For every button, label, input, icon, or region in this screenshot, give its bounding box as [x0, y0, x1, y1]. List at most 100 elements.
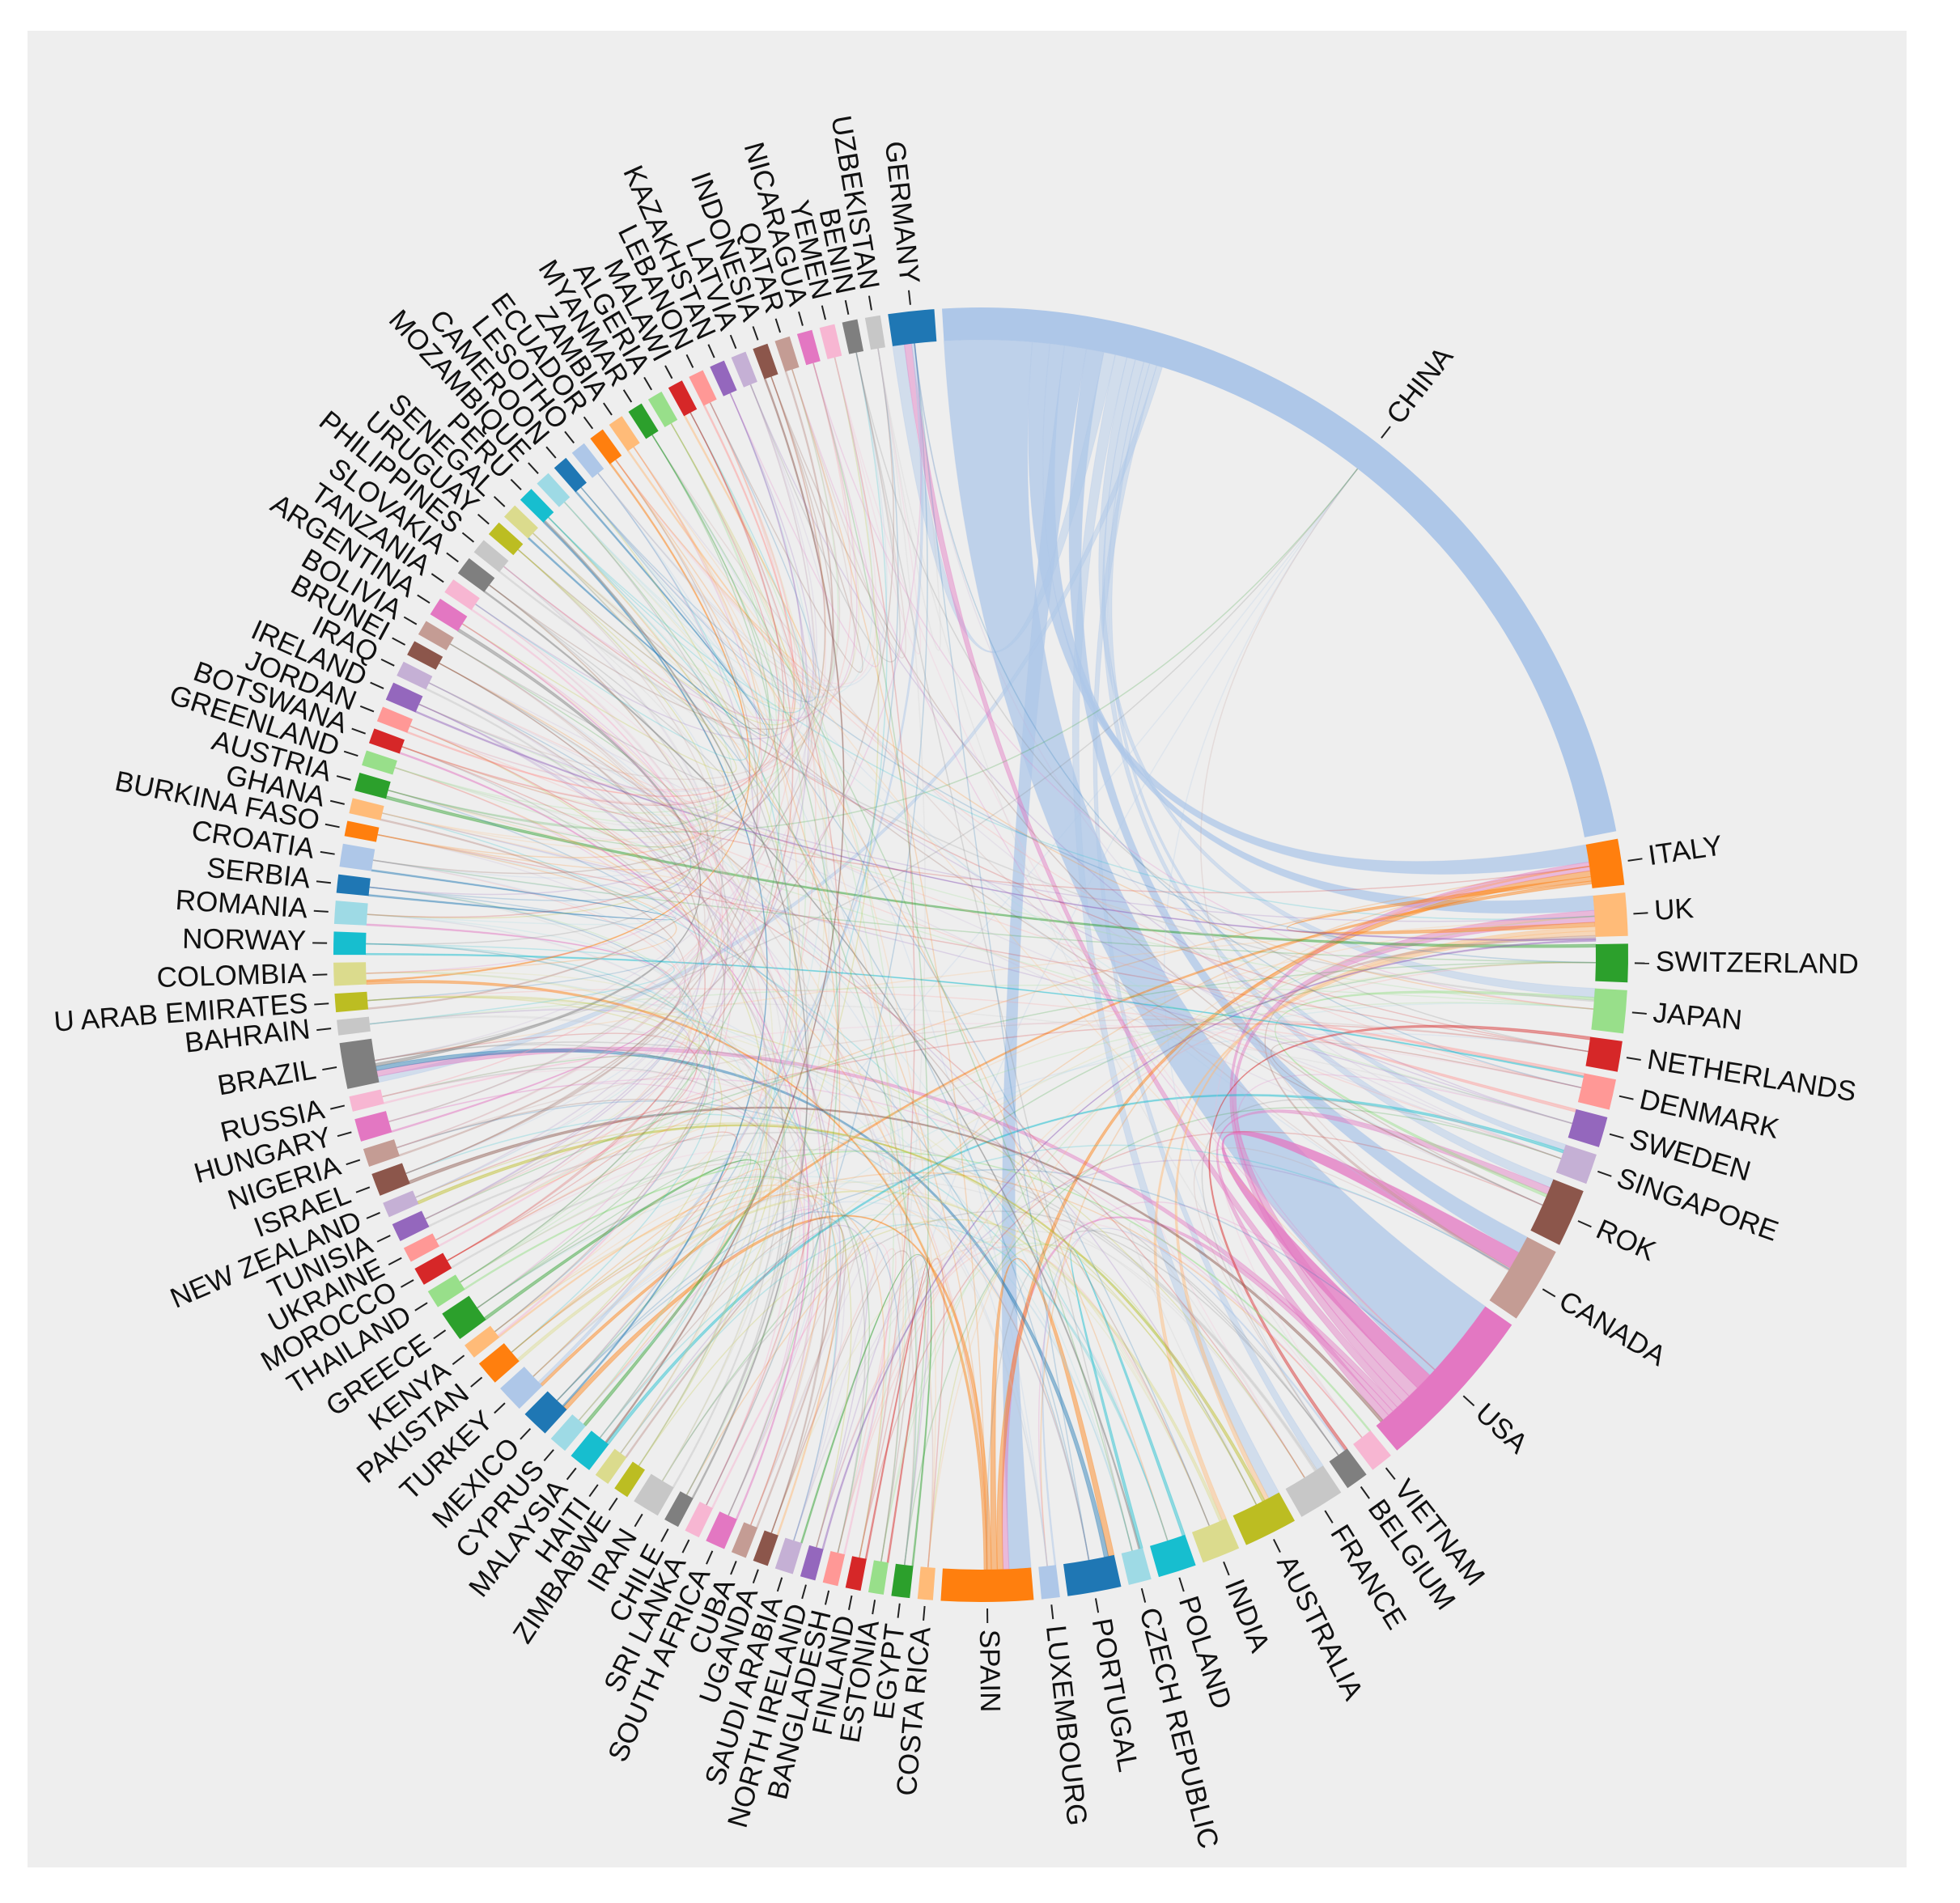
thread	[580, 486, 797, 1467]
ribbon-indonesia-malaysia	[605, 378, 845, 1443]
label-tick	[634, 1513, 643, 1528]
label-tick	[336, 775, 351, 781]
label-tick	[707, 344, 715, 358]
ribbon-finland-estonia	[864, 1257, 931, 1563]
label-canada: CANADA	[1554, 1285, 1672, 1372]
thread	[415, 392, 808, 1198]
thread	[382, 376, 826, 842]
arc-senegal	[504, 505, 538, 539]
thread	[597, 369, 855, 692]
label-tick	[1626, 1057, 1641, 1061]
arc-australia	[1232, 1492, 1295, 1545]
arc-ireland	[385, 682, 423, 713]
label-spain: SPAIN	[974, 1630, 1006, 1713]
thread	[418, 703, 702, 1220]
thread	[770, 376, 1543, 1206]
thread	[367, 886, 676, 1002]
thread	[394, 516, 733, 824]
thread	[401, 746, 1590, 894]
thread	[1037, 1201, 1436, 1566]
ribbon-china-rok	[1101, 358, 1555, 1189]
thread	[548, 516, 988, 1570]
label-tick	[706, 1550, 714, 1565]
thread	[367, 412, 785, 918]
label-tick	[798, 311, 804, 326]
arc-bolivia	[418, 621, 454, 651]
arc-kenya	[465, 1325, 500, 1358]
label-japan: JAPAN	[1652, 997, 1743, 1036]
label-tick	[351, 727, 366, 735]
thread	[475, 604, 787, 1481]
thread	[793, 1247, 1169, 1541]
label-china: CHINA	[1381, 341, 1460, 430]
thread	[597, 352, 888, 689]
arc-romania	[333, 901, 368, 926]
thread	[367, 913, 688, 1198]
arc-colombia	[333, 962, 367, 986]
thread	[372, 376, 826, 875]
thread	[409, 725, 1562, 1159]
thread	[366, 623, 701, 974]
label-tick	[1140, 1587, 1147, 1603]
thread	[366, 972, 772, 1481]
ribbon-israel-usa	[408, 1106, 1384, 1423]
thread	[914, 343, 1090, 1561]
thread	[382, 402, 795, 1098]
label-tick	[355, 1186, 371, 1193]
thread	[388, 1078, 1363, 1439]
thread	[599, 1217, 846, 1533]
thread	[372, 859, 686, 1174]
ribbon-china-spain	[1001, 345, 1088, 1570]
ribbon-thailand-vietnam	[463, 1150, 1372, 1432]
label-usa: USA	[1470, 1397, 1534, 1460]
thread	[409, 725, 706, 1261]
thread	[532, 1201, 1133, 1551]
thread	[401, 532, 729, 816]
label-tick	[730, 1560, 737, 1575]
thread	[927, 866, 1590, 1568]
thread	[1129, 1222, 1305, 1505]
thread	[369, 984, 1594, 1025]
label-tick	[403, 616, 418, 625]
arc-usa	[1376, 1306, 1512, 1451]
arc-singapore	[1555, 1144, 1597, 1185]
thread	[914, 343, 1562, 1159]
label-tick	[1050, 1604, 1054, 1620]
thread	[597, 473, 791, 1439]
thread	[447, 412, 794, 1261]
arc-slovakia	[457, 557, 495, 592]
arc-hungary	[354, 1111, 392, 1142]
thread	[447, 1122, 728, 1333]
arc-brunei	[407, 641, 443, 670]
thread	[517, 549, 1573, 1125]
label-tick	[752, 326, 759, 341]
arc-new-zealand	[383, 1190, 419, 1218]
thread	[477, 1176, 1133, 1551]
thread	[425, 961, 1596, 1220]
thread	[439, 663, 1562, 1159]
thread	[377, 447, 762, 858]
thread	[447, 1151, 800, 1506]
thread	[834, 348, 922, 655]
label-tick	[588, 1484, 599, 1498]
arc-egypt	[891, 1563, 914, 1599]
ribbon-denmark-sweden	[1279, 1022, 1585, 1113]
thread	[728, 1236, 861, 1526]
thread	[620, 961, 1596, 1454]
thread	[580, 402, 821, 702]
thread	[633, 447, 1562, 1159]
label-tick	[446, 552, 459, 563]
arc-spain	[940, 1567, 1034, 1603]
label-tick	[1360, 1486, 1370, 1499]
thread	[494, 1177, 806, 1506]
thread	[397, 384, 817, 1149]
thread	[382, 376, 826, 1098]
arc-poland	[1149, 1534, 1196, 1578]
thread	[877, 343, 941, 651]
label-tick	[1381, 426, 1391, 439]
label-tick	[824, 1590, 830, 1605]
thread	[903, 1107, 1562, 1566]
label-tick	[564, 430, 575, 444]
thread	[578, 423, 807, 1421]
thread	[986, 1230, 1339, 1570]
